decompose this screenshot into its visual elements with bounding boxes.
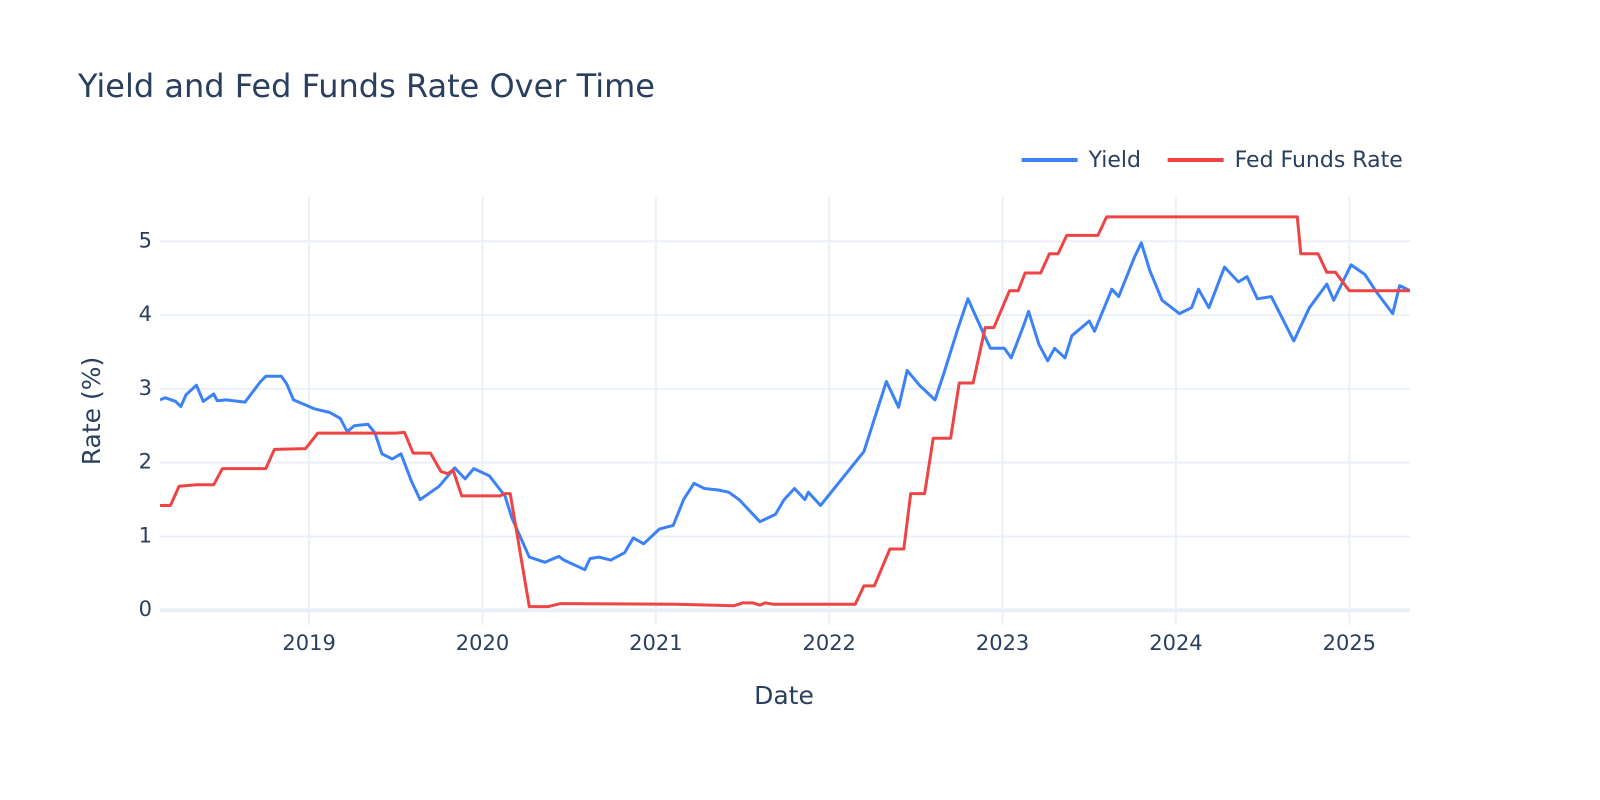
y-tick-label: 2 (139, 450, 152, 474)
legend-item[interactable]: Yield (1021, 148, 1141, 173)
x-tick-label: 2025 (1323, 631, 1376, 655)
legend-label: Fed Funds Rate (1235, 148, 1403, 173)
x-tick-label: 2023 (976, 631, 1029, 655)
x-tick-label: 2024 (1149, 631, 1202, 655)
y-tick-label: 4 (139, 302, 152, 326)
y-tick-label: 0 (139, 597, 152, 621)
plot-lines (160, 215, 1410, 609)
y-axis-title: Rate (%) (77, 357, 106, 466)
legend: Yield Fed Funds Rate (1021, 148, 1403, 173)
x-tick-label: 2022 (802, 631, 855, 655)
x-tick-label: 2020 (456, 631, 509, 655)
series-line (160, 241, 1410, 572)
legend-label: Yield (1088, 148, 1141, 173)
series-line (160, 215, 1410, 609)
chart-title: Yield and Fed Funds Rate Over Time (77, 67, 655, 105)
y-tick-label: 1 (139, 523, 152, 547)
grid: 2019 2020 2021 2022 2023 2024 2025 0 1 2 3 4 5 (139, 197, 1410, 655)
y-tick-label: 5 (139, 228, 152, 252)
x-axis-title: Date (754, 681, 814, 710)
x-tick-label: 2019 (282, 631, 335, 655)
y-tick-label: 3 (139, 376, 152, 400)
x-tick-label: 2021 (629, 631, 682, 655)
legend-item[interactable]: Fed Funds Rate (1167, 148, 1403, 173)
